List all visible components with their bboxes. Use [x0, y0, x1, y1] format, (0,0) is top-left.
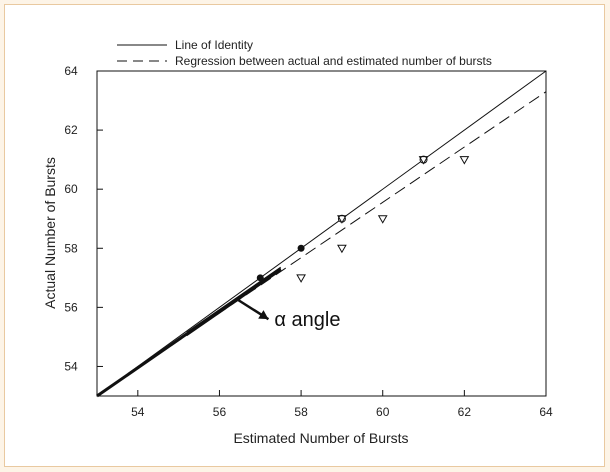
y-axis-title: Actual Number of Bursts	[42, 157, 58, 309]
legend: Line of Identity Regression between actu…	[117, 38, 492, 68]
open-triangle-marker	[377, 215, 388, 224]
x-tick-label: 54	[131, 405, 145, 419]
series-lines-group	[96, 70, 547, 397]
y-tick-label: 58	[64, 241, 78, 255]
dense-band-stroke	[186, 268, 281, 335]
filled-circle-marker	[297, 244, 305, 252]
alpha-arrow-head	[258, 310, 269, 320]
x-axis-ticks: 54 56 58 60 62 64	[131, 390, 553, 419]
x-tick-label: 64	[539, 405, 553, 419]
x-axis-title: Estimated Number of Bursts	[233, 430, 408, 446]
alpha-angle-label: α angle	[274, 309, 340, 331]
dense-band-stroke	[186, 267, 281, 334]
open-triangle-marker	[296, 274, 306, 283]
legend-label-regression: Regression between actual and estimated …	[175, 54, 492, 68]
figure-frame: 54 56 58 60 62 64 54 56 58 60 62 64 Estimated Numb…	[4, 4, 605, 467]
identity-line	[96, 70, 547, 397]
x-tick-label: 58	[294, 405, 308, 419]
markers-group	[256, 155, 470, 283]
y-tick-label: 64	[64, 64, 78, 78]
open-triangle-marker	[418, 156, 429, 165]
y-tick-label: 60	[64, 182, 78, 196]
dense-band-stroke	[186, 266, 281, 333]
plot-area	[96, 70, 547, 397]
y-axis-ticks: 54 56 58 60 62 64	[64, 64, 103, 373]
regression-line	[96, 91, 547, 397]
x-tick-label: 56	[213, 405, 227, 419]
y-tick-label: 54	[64, 359, 78, 373]
open-triangle-marker	[459, 156, 470, 165]
y-tick-label: 56	[64, 300, 78, 314]
filled-circle-marker	[256, 274, 264, 282]
open-triangle-marker	[337, 244, 347, 254]
y-tick-label: 62	[64, 123, 78, 137]
dense-band-stroke	[186, 269, 281, 336]
x-tick-label: 62	[458, 405, 472, 419]
open-triangle-marker	[337, 215, 347, 224]
legend-label-identity: Line of Identity	[175, 38, 253, 52]
x-tick-label: 60	[376, 405, 390, 419]
alpha-annotation: α angle	[235, 297, 340, 331]
chart-canvas: 54 56 58 60 62 64 54 56 58 60 62 64 Estimated Numb…	[42, 38, 553, 446]
